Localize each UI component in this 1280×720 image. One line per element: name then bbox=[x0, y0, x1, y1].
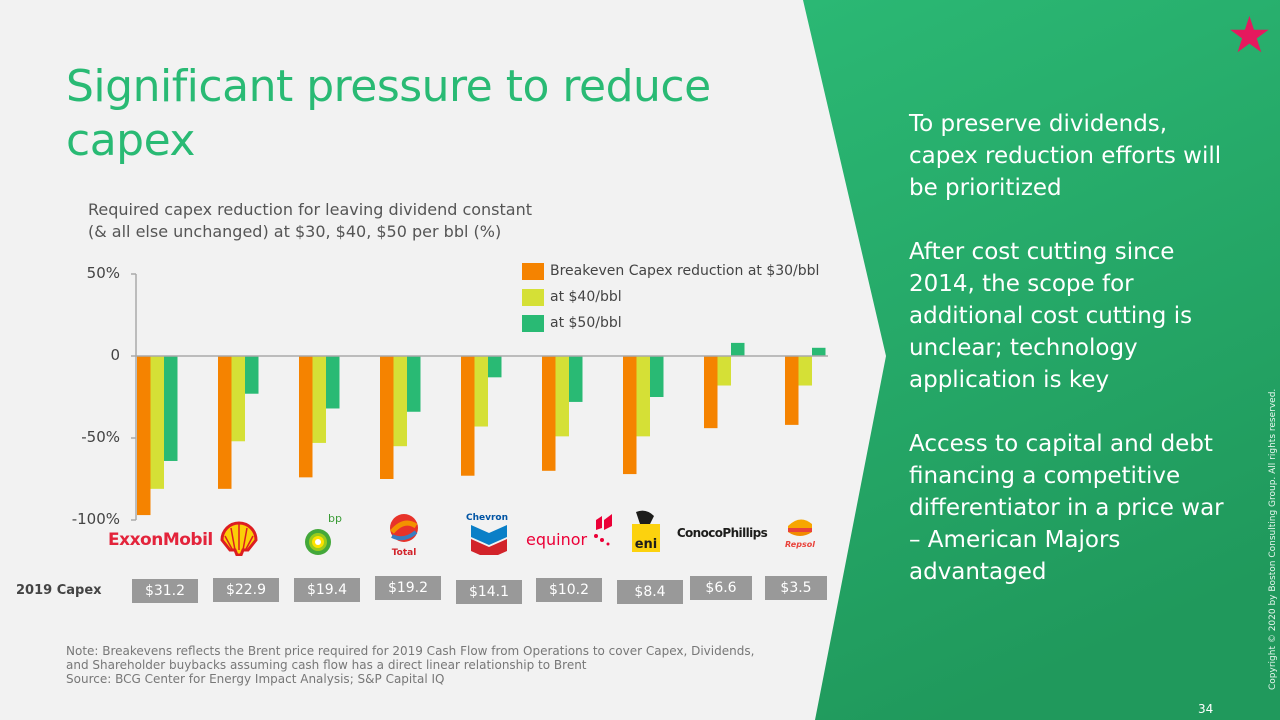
y-tick-label: 50% bbox=[86, 264, 120, 282]
capex-row-label: 2019 Capex bbox=[16, 583, 102, 598]
legend-item-40: at $40/bbl bbox=[522, 284, 819, 310]
takeaway-3: Access to capital and debt financing a c… bbox=[909, 431, 1224, 585]
legend-label-40: at $40/bbl bbox=[550, 289, 622, 305]
chart-legend: Breakeven Capex reduction at $30/bbl at … bbox=[522, 258, 819, 336]
chart-subtitle-line2: (& all else unchanged) at $30, $40, $50 … bbox=[88, 222, 502, 241]
capex-value-eni: $8.4 bbox=[617, 580, 683, 604]
page-title: Significant pressure to reduce capex bbox=[66, 61, 711, 166]
capex-value-shell: $22.9 bbox=[213, 578, 279, 602]
logo-chevron: Chevron bbox=[466, 513, 508, 559]
repsol-icon bbox=[788, 519, 812, 536]
legend-label-30: Breakeven Capex reduction at $30/bbl bbox=[550, 263, 820, 279]
capex-value-chevron: $14.1 bbox=[456, 580, 522, 604]
logo-exxonmobil: ExxonMobil bbox=[108, 530, 213, 550]
chart-subtitle: Required capex reduction for leaving div… bbox=[88, 199, 532, 243]
logo-total: Total bbox=[380, 512, 428, 560]
y-tick-label: 0 bbox=[110, 346, 120, 364]
capex-value-bp: $19.4 bbox=[294, 578, 360, 602]
star-icon: ★ bbox=[1227, 6, 1272, 64]
legend-item-50: at $50/bbl bbox=[522, 310, 819, 336]
legend-label-50: at $50/bbl bbox=[550, 315, 622, 331]
logo-eni: eni bbox=[630, 508, 662, 552]
equinor-star-icon bbox=[594, 514, 612, 546]
key-takeaways: To preserve dividends, capex reduction e… bbox=[909, 108, 1229, 620]
footnote: Note: Breakevens reflects the Brent pric… bbox=[66, 644, 786, 686]
note-line-1: Note: Breakevens reflects the Brent pric… bbox=[66, 644, 755, 658]
logo-equinor: equinor bbox=[524, 514, 616, 554]
total-icon bbox=[390, 514, 418, 542]
chart-subtitle-line1: Required capex reduction for leaving div… bbox=[88, 200, 532, 219]
source-line: Source: BCG Center for Energy Impact Ana… bbox=[66, 672, 445, 686]
capex-value-repsol: $3.5 bbox=[765, 576, 827, 600]
page-number: 34 bbox=[1198, 702, 1214, 716]
logo-bp: bp bbox=[302, 512, 342, 556]
note-line-2: and Shareholder buybacks assuming cash f… bbox=[66, 658, 587, 672]
logo-conocophillips: ConocoPhillips bbox=[676, 526, 768, 540]
eni-dog-icon: eni bbox=[632, 510, 660, 552]
bp-helios-icon bbox=[305, 529, 331, 555]
takeaway-2: After cost cutting since 2014, the scope… bbox=[909, 239, 1193, 393]
eni-text: eni bbox=[635, 537, 658, 552]
copyright-notice: Copyright © 2020 by Boston Consulting Gr… bbox=[1268, 388, 1278, 690]
legend-swatch-50 bbox=[522, 314, 544, 332]
capex-value-conocophillips: $6.6 bbox=[690, 576, 752, 600]
legend-swatch-30 bbox=[522, 262, 544, 280]
logo-repsol: Repsol bbox=[776, 514, 824, 554]
chevron-icon bbox=[470, 525, 507, 559]
legend-swatch-40 bbox=[522, 288, 544, 306]
shell-icon bbox=[220, 521, 258, 557]
y-tick-label: -50% bbox=[81, 428, 120, 446]
takeaway-1: To preserve dividends, capex reduction e… bbox=[909, 111, 1222, 201]
legend-item-30: Breakeven Capex reduction at $30/bbl bbox=[522, 258, 819, 284]
capex-value-equinor: $10.2 bbox=[536, 578, 602, 602]
capex-value-total: $19.2 bbox=[375, 576, 441, 600]
capex-value-exxonmobil: $31.2 bbox=[132, 579, 198, 603]
logo-shell bbox=[218, 514, 260, 557]
y-tick-label: -100% bbox=[71, 510, 120, 528]
